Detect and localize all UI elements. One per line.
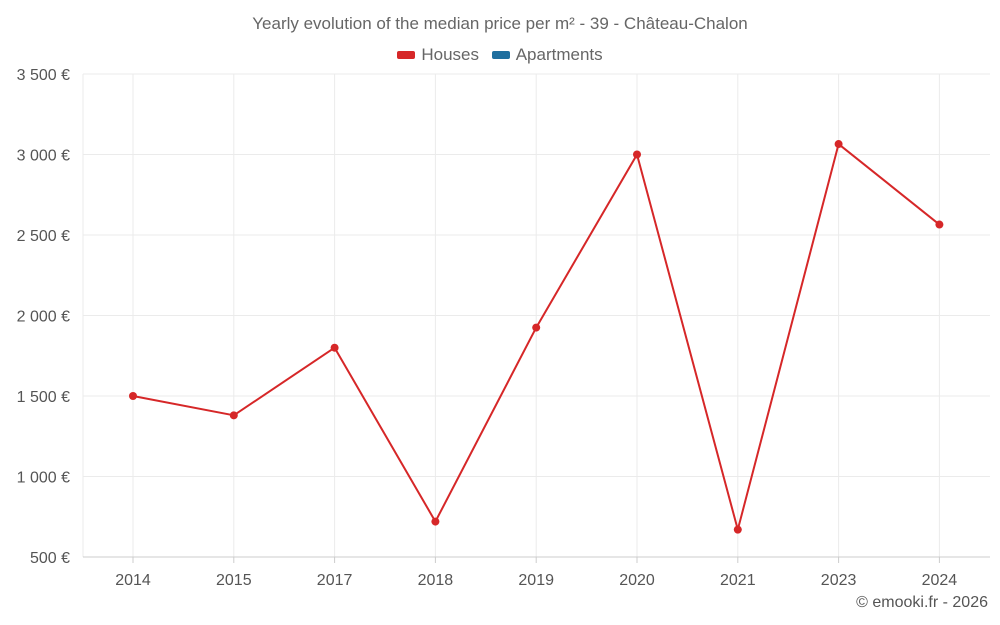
data-point-houses bbox=[229, 411, 238, 420]
credit-text: © emooki.fr - 2026 bbox=[856, 594, 988, 611]
chart-title: Yearly evolution of the median price per… bbox=[252, 14, 748, 33]
data-point-houses bbox=[532, 323, 541, 332]
legend-label-apartments: Apartments bbox=[515, 45, 603, 64]
y-tick-label: 3 500 € bbox=[17, 67, 70, 84]
y-tick-label: 1 000 € bbox=[17, 470, 70, 487]
data-point-houses bbox=[431, 517, 440, 526]
data-point-houses bbox=[834, 140, 843, 149]
axes: 500 € 1 000 € 1 500 € 2 000 € 2 500 € 3 000 €… bbox=[17, 67, 990, 589]
y-tick-label: 1 500 € bbox=[17, 389, 70, 406]
x-tick-label: 2014 bbox=[115, 572, 151, 589]
legend-swatch-apartments bbox=[491, 51, 510, 59]
y-tick-label: 2 500 € bbox=[17, 228, 70, 245]
data-point-houses bbox=[733, 525, 742, 534]
legend-label-houses: Houses bbox=[421, 45, 479, 64]
legend-item-houses[interactable]: Houses bbox=[397, 45, 479, 65]
data-point-houses bbox=[633, 150, 641, 159]
x-tick-label: 2019 bbox=[518, 572, 554, 589]
legend: Houses Apartments bbox=[0, 44, 1000, 65]
series bbox=[129, 140, 944, 534]
grid bbox=[83, 73, 990, 558]
x-tick-label: 2021 bbox=[720, 572, 756, 589]
x-tick-label: 2017 bbox=[317, 572, 353, 589]
legend-item-apartments[interactable]: Apartments bbox=[491, 45, 603, 65]
x-tick-label: 2015 bbox=[216, 572, 252, 589]
y-tick-label: 3 000 € bbox=[17, 148, 70, 165]
y-tick-label: 2 000 € bbox=[17, 309, 70, 326]
x-tick-label: 2018 bbox=[418, 572, 454, 589]
legend-swatch-houses bbox=[397, 51, 416, 59]
x-tick-label: 2020 bbox=[619, 572, 655, 589]
y-tick-label: 500 € bbox=[30, 550, 70, 567]
data-point-houses bbox=[129, 392, 137, 400]
x-tick-label: 2023 bbox=[821, 572, 857, 589]
x-tick-label: 2024 bbox=[922, 572, 958, 589]
data-point-houses bbox=[935, 220, 944, 229]
data-point-houses bbox=[330, 343, 339, 352]
